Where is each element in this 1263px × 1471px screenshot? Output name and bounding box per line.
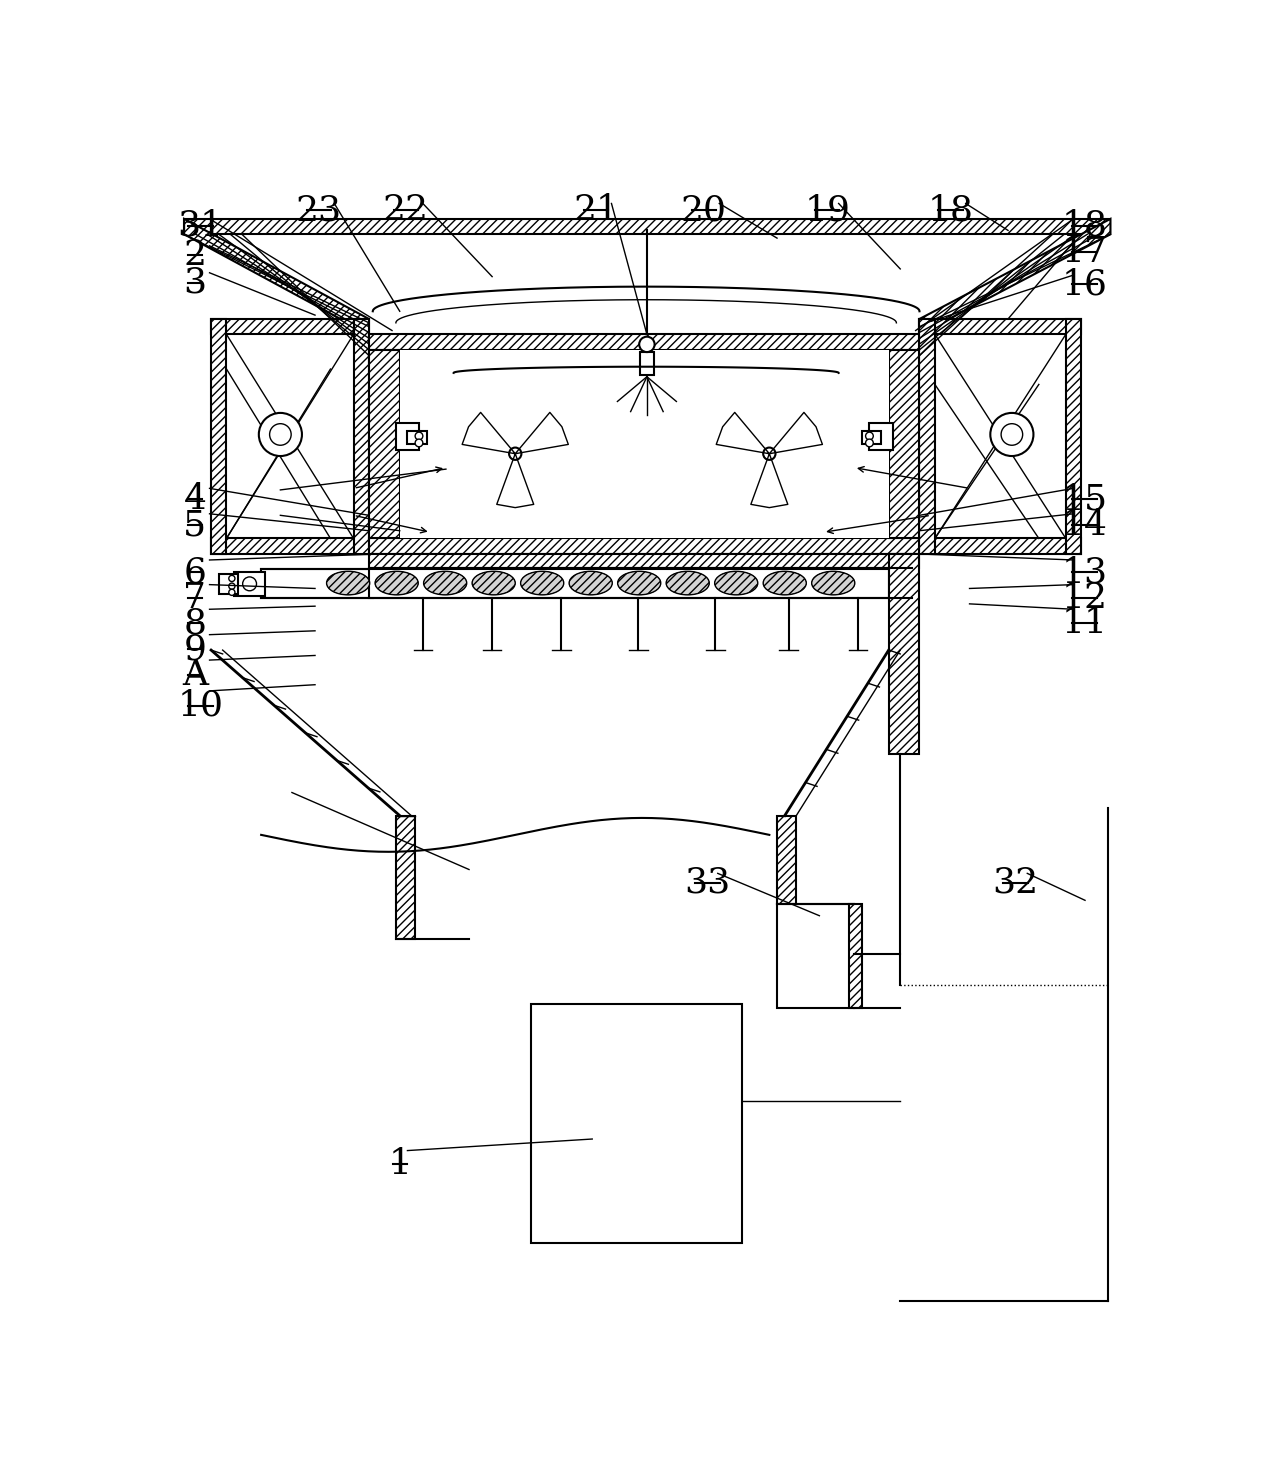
Ellipse shape [570,571,613,594]
Text: 15: 15 [1061,482,1108,516]
Circle shape [269,424,292,446]
Bar [395,815,416,938]
Text: 31: 31 [177,209,224,243]
Bar [889,350,919,538]
Bar [777,905,854,1008]
Ellipse shape [763,571,806,594]
Text: 18: 18 [1061,209,1108,243]
Bar [861,431,882,444]
Ellipse shape [715,571,758,594]
Text: 18: 18 [927,194,974,228]
Bar [408,431,427,444]
Polygon shape [769,412,822,453]
Circle shape [242,577,256,591]
Bar [1066,319,1081,553]
Circle shape [509,447,522,460]
Text: 33: 33 [685,865,731,900]
Ellipse shape [520,571,563,594]
Polygon shape [716,412,769,453]
Circle shape [639,337,654,352]
Ellipse shape [472,571,515,594]
Bar [184,219,1110,234]
Text: 3: 3 [183,266,206,300]
Text: 7: 7 [183,581,206,615]
Text: 14: 14 [1061,509,1108,543]
Bar [234,572,265,596]
Bar [530,1005,743,1243]
Text: A: A [182,658,208,691]
Bar [369,334,919,350]
Bar [211,319,226,553]
Text: 1: 1 [388,1147,412,1181]
Circle shape [865,432,873,440]
Circle shape [259,413,302,456]
Circle shape [229,575,235,581]
Bar [869,424,893,450]
Bar [261,569,373,599]
Text: 4: 4 [183,482,206,516]
Bar [369,553,919,568]
Bar [919,538,1081,553]
Bar [919,319,1081,334]
Text: 17: 17 [1061,235,1108,269]
Text: 13: 13 [1061,556,1108,590]
Text: 6: 6 [183,556,206,590]
Circle shape [990,413,1033,456]
Text: 2: 2 [183,238,206,272]
Polygon shape [184,219,369,334]
Text: 9: 9 [183,633,206,666]
Text: 12: 12 [1061,581,1108,615]
Text: 16: 16 [1061,268,1108,302]
Circle shape [416,438,423,447]
Circle shape [229,590,235,596]
Ellipse shape [327,571,370,594]
Text: 23: 23 [296,194,342,228]
Bar [640,352,654,375]
Circle shape [865,438,873,447]
Polygon shape [919,219,1110,334]
Text: 32: 32 [993,865,1038,900]
Ellipse shape [618,571,661,594]
Text: 5: 5 [183,509,206,543]
Polygon shape [515,412,568,453]
Text: 20: 20 [681,194,727,228]
Bar [849,905,861,1008]
Text: 22: 22 [383,194,429,228]
Circle shape [416,432,423,440]
Bar [369,538,919,553]
Bar [211,319,369,334]
Text: 11: 11 [1061,606,1108,640]
Circle shape [1002,424,1023,446]
Bar [369,568,889,599]
Bar [354,319,369,553]
Bar [399,350,889,538]
Polygon shape [462,412,515,453]
Text: 19: 19 [805,194,850,228]
Ellipse shape [812,571,855,594]
Polygon shape [496,453,534,507]
Ellipse shape [375,571,418,594]
Ellipse shape [666,571,710,594]
Text: 10: 10 [177,688,224,722]
Bar [218,574,237,594]
Polygon shape [750,453,788,507]
Text: 8: 8 [183,606,206,640]
Bar [211,538,369,553]
Bar [919,319,935,553]
Bar [777,815,796,905]
Circle shape [229,583,235,590]
Text: 21: 21 [573,194,619,228]
Ellipse shape [423,571,467,594]
Circle shape [763,447,775,460]
Bar [369,350,399,538]
Bar [395,424,419,450]
Bar [889,553,919,755]
